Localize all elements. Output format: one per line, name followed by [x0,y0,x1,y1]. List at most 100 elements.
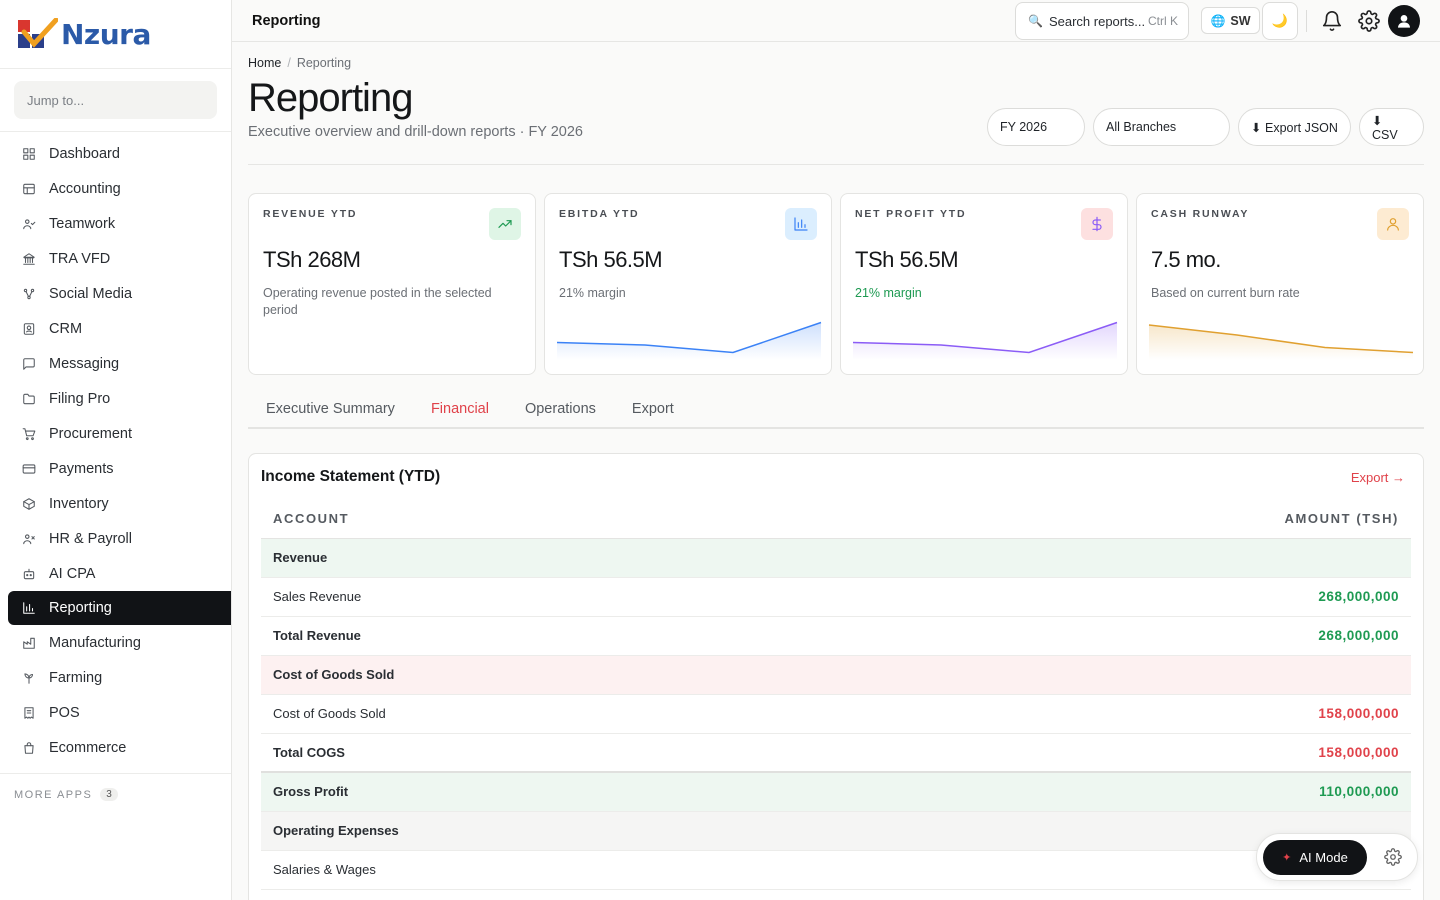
row-amount: 268,000,000 [858,577,1411,617]
kpi-label: EBITDA YTD [559,208,640,220]
theme-toggle-moon-icon[interactable]: 🌙 [1262,2,1298,40]
kpi-card-net-profit-ytd[interactable]: NET PROFIT YTD TSh 56.5M 21% margin [840,193,1128,375]
kpi-description: 21% margin [559,286,626,300]
row-amount [858,655,1411,695]
row-account: Total COGS [261,733,859,773]
sidebar-item-procurement[interactable]: Procurement [0,416,231,451]
sparkline-line [1148,324,1414,354]
sparkline-area [853,322,1117,360]
grid-icon [21,146,36,161]
tab-export[interactable]: Export [631,401,674,417]
kpi-sparkline [852,321,1118,360]
bot-icon [21,566,36,581]
language-label: SW [1230,13,1251,28]
sidebar-item-farming[interactable]: Farming [0,660,231,695]
bell-icon[interactable] [1321,10,1343,32]
breadcrumb-home[interactable]: Home [248,56,282,70]
sidebar-item-label: Manufacturing [49,634,141,651]
table-row[interactable]: Total Revenue 268,000,000 [261,616,1411,656]
breadcrumb-separator: / [287,56,291,70]
sidebar-item-manufacturing[interactable]: Manufacturing [0,625,231,660]
main-content: Home / Reporting Reporting Executive ove… [248,42,1424,900]
sidebar-item-dashboard[interactable]: Dashboard [0,136,231,171]
branch-select[interactable]: All Branches [1093,108,1230,146]
table-row[interactable]: Operating Expenses [261,811,1411,851]
ai-settings-gear-icon[interactable] [1384,848,1404,868]
breadcrumb-current: Reporting [296,56,352,70]
kpi-value: TSh 56.5M [855,247,959,272]
sidebar-item-tra-vfd[interactable]: TRA VFD [0,241,231,276]
topbar: Reporting 🔍 Search reports... Ctrl K 🌐 S… [232,0,1440,42]
more-apps[interactable]: MORE APPS 3 [0,773,231,815]
search-icon: 🔍 [1028,14,1043,28]
export-json-button[interactable]: ⬇ Export JSON [1238,108,1351,146]
sidebar-item-ai-cpa[interactable]: AI CPA [0,556,231,591]
jump-to-input[interactable]: Jump to... [14,81,217,119]
income-statement-title: Income Statement (YTD) [261,468,441,485]
kpi-description: 21% margin [855,286,922,300]
sidebar-item-label: Procurement [49,425,133,442]
table-row[interactable]: Cost of Goods Sold 158,000,000 [261,694,1411,734]
kpi-label: REVENUE YTD [263,208,358,220]
user-avatar[interactable] [1388,5,1420,37]
search-reports-button[interactable]: 🔍 Search reports... Ctrl K [1015,2,1189,40]
kpi-value: TSh 56.5M [559,247,663,272]
settings-gear-icon[interactable] [1358,10,1380,32]
contact-icon [21,321,36,336]
kpi-card-ebitda-ytd[interactable]: EBITDA YTD TSh 56.5M 21% margin [544,193,832,375]
sidebar-item-pos[interactable]: POS [0,695,231,730]
sidebar-item-label: Payments [49,460,114,477]
sidebar-item-hr-payroll[interactable]: HR & Payroll [0,521,231,556]
logo-text: Nzura [61,17,151,51]
kpi-value: TSh 268M [263,247,361,272]
sidebar-item-crm[interactable]: CRM [0,311,231,346]
kpi-card-revenue-ytd[interactable]: REVENUE YTD TSh 268M Operating revenue pos… [248,193,536,375]
tab-financial[interactable]: Financial [430,401,489,417]
factory-icon [21,635,36,650]
kpi-label: NET PROFIT YTD [855,208,967,220]
sidebar-item-social-media[interactable]: Social Media [0,276,231,311]
income-statement-export-link[interactable]: Export → [1350,469,1405,485]
table-row[interactable]: Total COGS 158,000,000 [261,733,1411,773]
table-row[interactable]: Revenue [261,538,1411,578]
kpi-sparkline [556,321,822,360]
tab-executive-summary[interactable]: Executive Summary [266,401,395,417]
ledger-icon [21,181,36,196]
ai-mode-button[interactable]: ✦ AI Mode [1263,840,1367,875]
row-account: Cost of Goods Sold [261,694,859,734]
sidebar-item-label: Teamwork [49,215,116,232]
more-apps-count: 3 [100,788,118,801]
fiscal-year-select[interactable]: FY 2026 [987,108,1085,146]
sidebar-item-label: CRM [49,320,83,337]
topbar-title: Reporting [252,12,321,29]
sidebar-item-messaging[interactable]: Messaging [0,346,231,381]
sidebar-item-label: Inventory [49,495,109,512]
table-row[interactable]: Cost of Goods Sold [261,655,1411,695]
sidebar-item-inventory[interactable]: Inventory [0,486,231,521]
export-csv-button[interactable]: ⬇ CSV [1359,108,1424,146]
kpi-description: Based on current burn rate [1151,286,1300,300]
sidebar-item-accounting[interactable]: Accounting [0,171,231,206]
column-header-account: ACCOUNT [261,500,859,539]
sidebar-item-payments[interactable]: Payments [0,451,231,486]
cart-icon [21,426,36,441]
users-icon [21,216,36,231]
kpi-card-cash-runway[interactable]: CASH RUNWAY 7.5 mo. Based on current burn … [1136,193,1424,375]
table-row[interactable]: Salaries & Wages32,500,000 [261,850,1411,890]
sidebar-item-filing-pro[interactable]: Filing Pro [0,381,231,416]
tab-operations[interactable]: Operations [524,401,596,417]
page-title: Reporting [248,76,413,120]
sidebar-item-teamwork[interactable]: Teamwork [0,206,231,241]
box-icon [21,496,36,511]
language-toggle[interactable]: 🌐 SW [1201,7,1260,34]
sidebar-item-ecommerce[interactable]: Ecommerce [0,730,231,765]
more-apps-label: MORE APPS [14,788,93,801]
sidebar-item-reporting[interactable]: Reporting [8,591,231,625]
table-row[interactable]: Gross Profit 110,000,000 [261,771,1411,812]
logo[interactable]: Nzura [0,0,231,69]
table-row[interactable]: Sales Revenue 268,000,000 [261,577,1411,617]
sidebar-item-label: Dashboard [49,145,120,162]
sparkline-line [852,321,1118,354]
row-amount: 158,000,000 [858,733,1411,773]
header-divider [248,164,1424,165]
